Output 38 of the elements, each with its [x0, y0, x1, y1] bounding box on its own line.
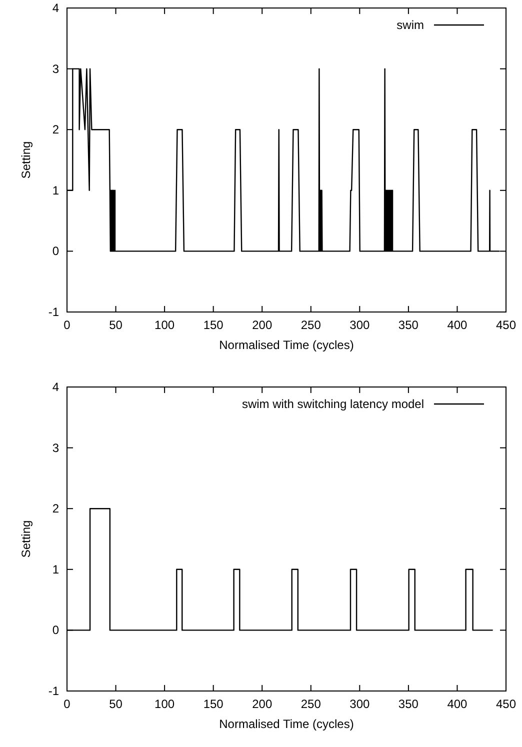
x-tick-label: 0 — [64, 697, 71, 711]
y-tick-label: 3 — [52, 62, 60, 76]
y-tick-label: 0 — [52, 244, 60, 258]
y-tick-label: -1 — [48, 684, 60, 698]
x-tick-label: 100 — [154, 318, 175, 332]
y-tick-label: 4 — [52, 1, 60, 15]
x-tick-label: 450 — [496, 697, 516, 711]
x-tick-label: 0 — [64, 318, 71, 332]
y-tick-label: 1 — [52, 562, 60, 576]
x-tick-label: 400 — [447, 318, 468, 332]
x-tick-label: 200 — [252, 697, 272, 711]
x-tick-label: 50 — [109, 697, 123, 711]
x-tick-label: 250 — [300, 697, 322, 711]
y-tick-label: 2 — [52, 122, 60, 137]
legend-label: swim with switching latency model — [242, 397, 424, 411]
y-axis-title: Setting — [19, 520, 33, 558]
y-axis-title: Setting — [19, 141, 33, 179]
x-tick-label: 350 — [398, 697, 419, 711]
x-tick-label: 250 — [300, 318, 322, 332]
x-tick-label: 150 — [203, 318, 224, 332]
x-tick-label: 450 — [496, 318, 516, 332]
y-tick-label: 0 — [52, 623, 60, 638]
x-axis-title: Normalised Time (cycles) — [219, 717, 354, 731]
y-tick-label: 2 — [52, 502, 60, 516]
x-tick-label: 100 — [154, 697, 175, 711]
x-tick-label: 400 — [447, 697, 468, 711]
x-tick-label: 150 — [203, 697, 224, 711]
y-tick-label: 4 — [52, 380, 60, 394]
x-axis-title: Normalised Time (cycles) — [219, 338, 354, 352]
x-tick-label: 200 — [252, 318, 272, 332]
y-tick-label: 1 — [52, 183, 60, 198]
legend-label: swim — [396, 18, 424, 32]
y-tick-label: -1 — [48, 305, 60, 319]
x-tick-label: 50 — [109, 318, 123, 332]
x-tick-label: 300 — [350, 318, 370, 332]
x-tick-label: 300 — [350, 697, 370, 711]
x-tick-label: 350 — [398, 318, 419, 332]
y-tick-label: 3 — [52, 440, 60, 455]
